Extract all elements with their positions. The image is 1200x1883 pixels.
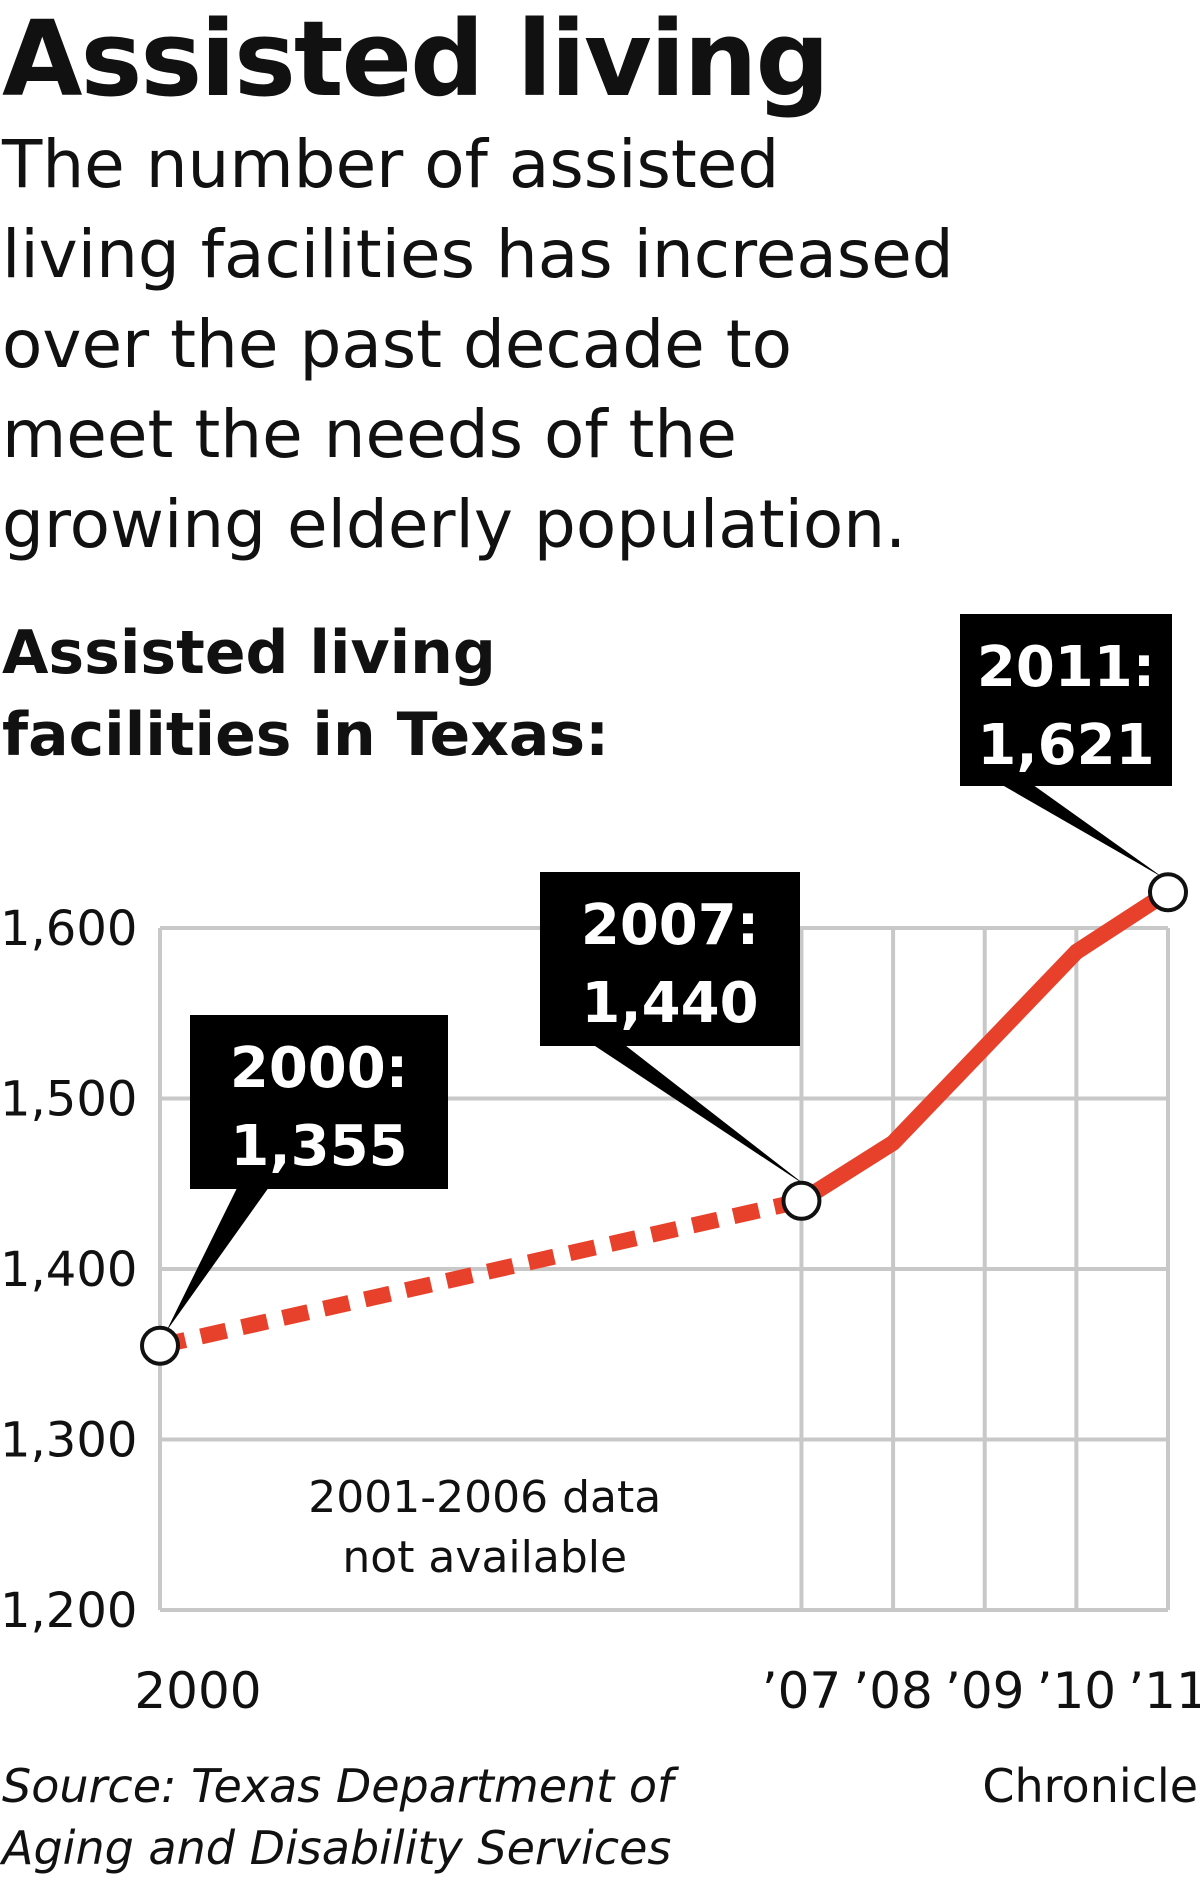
y-tick-label: 1,300 (0, 1413, 137, 1469)
deck-line: living facilities has increased (2, 216, 954, 293)
callout-value: 1,355 (230, 1114, 407, 1179)
data-points (140, 872, 1188, 1366)
callout-pointer (166, 1185, 271, 1332)
callout-year: 2007: (581, 893, 759, 958)
callout-value: 1,440 (581, 971, 758, 1036)
chart-title-line: Assisted living (2, 618, 496, 688)
series-line (793, 884, 1176, 1209)
x-tick-label: ’10 (1037, 1662, 1117, 1720)
x-tick-label: ’08 (853, 1662, 933, 1720)
gap-note-line: 2001-2006 data (308, 1472, 661, 1523)
x-tick-label: 2000 (134, 1662, 261, 1720)
source-line: Aging and Disability Services (2, 1821, 672, 1875)
callout-box (540, 872, 800, 1046)
data-point-marker (140, 1325, 180, 1366)
chart-title: Assisted living facilities in Texas: (2, 612, 609, 776)
y-tick-label: 1,400 (0, 1242, 137, 1298)
data-series (158, 884, 1176, 1354)
data-point-marker (1148, 872, 1188, 913)
x-axis-ticks: 2000 ’07’08’09’10’11 (134, 1662, 1200, 1720)
gridlines (158, 926, 1170, 1612)
x-tick-label: ’11 (1128, 1662, 1200, 1720)
headline: Assisted living (2, 0, 830, 120)
callout-box (190, 1015, 448, 1189)
source-line: Source: Texas Department of (2, 1759, 674, 1813)
x-tick-label: ’09 (945, 1662, 1025, 1720)
callout-year: 2000: (230, 1036, 408, 1101)
deck-line: The number of assisted (2, 126, 780, 203)
x-tick-label: ’07 (762, 1662, 842, 1720)
source-note: Source: Texas Department of Aging and Di… (2, 1755, 673, 1879)
deck-line: meet the needs of the (2, 396, 737, 473)
y-tick-label: 1,600 (0, 901, 137, 957)
credit: Chronicle (982, 1759, 1198, 1813)
chart-title-line: facilities in Texas: (2, 700, 610, 770)
deck-line: over the past decade to (2, 306, 793, 383)
callout-box (960, 614, 1172, 786)
callout-pointer (589, 1042, 808, 1187)
deck-line: growing elderly population. (2, 486, 907, 563)
y-axis-ticks: 1,200 1,300 1,400 1,500 1,600 (0, 901, 137, 1639)
gap-note-line: not available (342, 1532, 627, 1583)
gap-note: 2001-2006 data not available (308, 1472, 661, 1583)
callout-leaders (166, 782, 1164, 1332)
y-tick-label: 1,500 (0, 1072, 137, 1128)
callout-pointer (997, 782, 1164, 879)
series-segment-dashed (158, 1192, 804, 1354)
callout-value: 1,621 (977, 713, 1154, 778)
callout-year: 2011: (977, 635, 1155, 700)
deck-text: The number of assisted living facilities… (2, 120, 1062, 570)
y-tick-label: 1,200 (0, 1583, 137, 1639)
callouts: 2000: 1,355 2007: 1,440 2011: 1,621 (190, 614, 1172, 1189)
data-point-marker (781, 1180, 822, 1221)
